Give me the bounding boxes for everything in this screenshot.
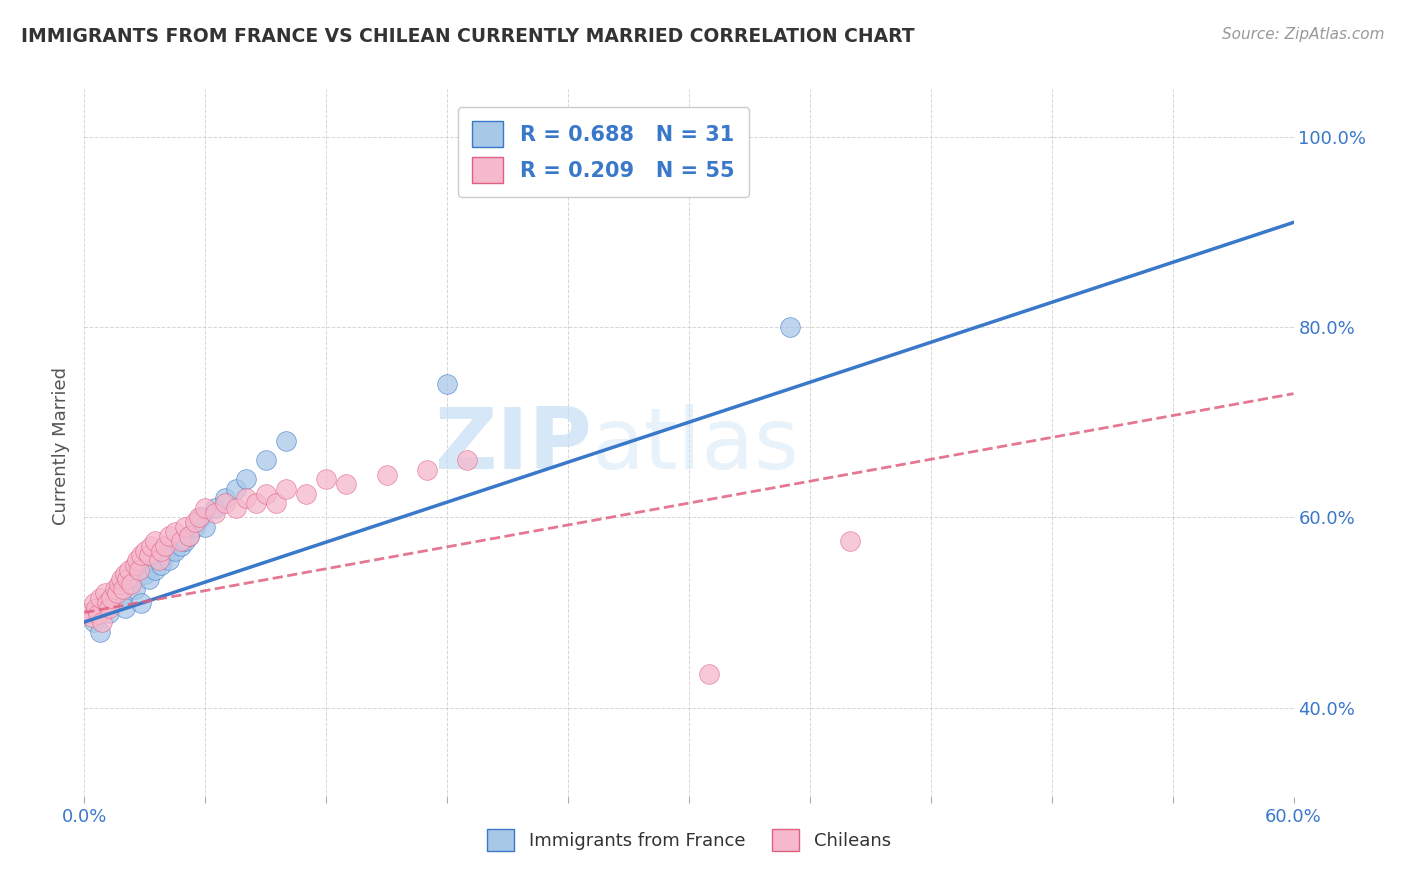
Point	[91, 615, 114, 629]
Text: Source: ZipAtlas.com: Source: ZipAtlas.com	[1222, 27, 1385, 42]
Point	[184, 520, 207, 534]
Point	[375, 467, 398, 482]
Point	[124, 582, 146, 596]
Point	[456, 453, 478, 467]
Point	[188, 510, 211, 524]
Point	[120, 577, 142, 591]
Point	[170, 534, 193, 549]
Point	[779, 320, 801, 334]
Point	[179, 529, 201, 543]
Point	[138, 572, 160, 586]
Point	[100, 591, 122, 606]
Point	[254, 486, 277, 500]
Point	[190, 510, 212, 524]
Point	[143, 534, 166, 549]
Point	[697, 667, 720, 681]
Point	[184, 515, 207, 529]
Point	[245, 496, 267, 510]
Point	[97, 600, 120, 615]
Point	[129, 596, 152, 610]
Point	[157, 553, 180, 567]
Point	[170, 539, 193, 553]
Point	[416, 463, 439, 477]
Point	[111, 582, 134, 596]
Point	[149, 558, 172, 572]
Point	[148, 553, 170, 567]
Point	[83, 615, 105, 629]
Point	[115, 572, 138, 586]
Point	[114, 600, 136, 615]
Point	[194, 520, 217, 534]
Point	[114, 567, 136, 582]
Point	[149, 543, 172, 558]
Point	[174, 520, 197, 534]
Point	[274, 482, 297, 496]
Point	[335, 477, 357, 491]
Point	[138, 549, 160, 563]
Point	[204, 506, 226, 520]
Point	[143, 563, 166, 577]
Point	[274, 434, 297, 449]
Y-axis label: Currently Married: Currently Married	[52, 367, 70, 525]
Point	[104, 582, 127, 596]
Point	[174, 534, 197, 549]
Point	[124, 558, 146, 572]
Point	[118, 563, 141, 577]
Point	[107, 577, 129, 591]
Point	[134, 543, 156, 558]
Point	[165, 524, 187, 539]
Point	[128, 563, 150, 577]
Point	[225, 500, 247, 515]
Point	[264, 496, 287, 510]
Text: atlas: atlas	[592, 404, 800, 488]
Point	[179, 529, 201, 543]
Point	[104, 586, 127, 600]
Point	[96, 596, 118, 610]
Point	[93, 586, 115, 600]
Point	[436, 377, 458, 392]
Point	[83, 596, 105, 610]
Point	[214, 491, 236, 506]
Point	[82, 610, 104, 624]
Point	[225, 482, 247, 496]
Point	[315, 472, 337, 486]
Point	[125, 553, 148, 567]
Point	[254, 453, 277, 467]
Point	[194, 500, 217, 515]
Point	[105, 586, 128, 600]
Point	[89, 624, 111, 639]
Text: ZIP: ZIP	[434, 404, 592, 488]
Point	[134, 567, 156, 582]
Point	[93, 596, 115, 610]
Point	[110, 572, 132, 586]
Point	[86, 600, 108, 615]
Legend: Immigrants from France, Chileans: Immigrants from France, Chileans	[479, 822, 898, 858]
Point	[295, 486, 318, 500]
Point	[89, 591, 111, 606]
Point	[129, 549, 152, 563]
Point	[110, 591, 132, 606]
Point	[77, 606, 100, 620]
Point	[153, 539, 176, 553]
Point	[165, 543, 187, 558]
Point	[839, 534, 862, 549]
Point	[118, 577, 141, 591]
Point	[139, 539, 162, 553]
Point	[157, 529, 180, 543]
Point	[235, 472, 257, 486]
Point	[153, 549, 176, 563]
Point	[204, 500, 226, 515]
Point	[87, 607, 110, 622]
Text: IMMIGRANTS FROM FRANCE VS CHILEAN CURRENTLY MARRIED CORRELATION CHART: IMMIGRANTS FROM FRANCE VS CHILEAN CURREN…	[21, 27, 915, 45]
Point	[214, 496, 236, 510]
Point	[97, 606, 120, 620]
Point	[235, 491, 257, 506]
